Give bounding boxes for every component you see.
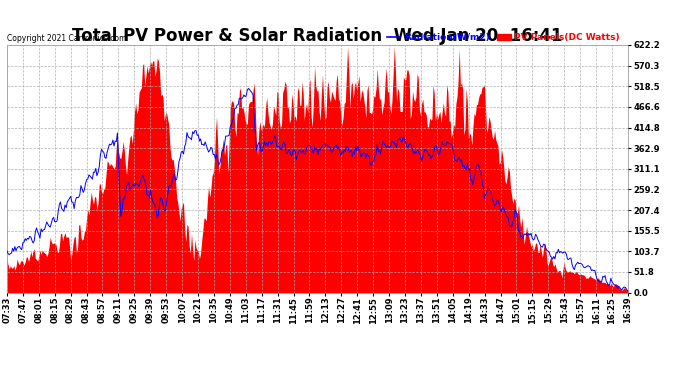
Legend: Radiation(W/m2), PV Panels(DC Watts): Radiation(W/m2), PV Panels(DC Watts) [383,30,623,46]
Title: Total PV Power & Solar Radiation  Wed Jan 20  16:41: Total PV Power & Solar Radiation Wed Jan… [72,27,562,45]
Text: Copyright 2021 Cartronics.com: Copyright 2021 Cartronics.com [7,33,126,42]
